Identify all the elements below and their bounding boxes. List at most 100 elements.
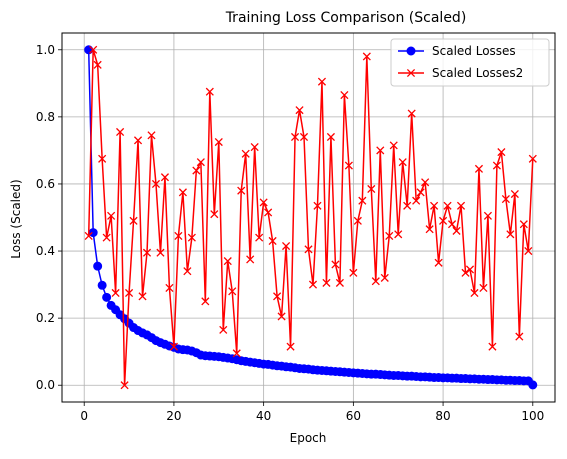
- data-point: [98, 154, 107, 163]
- x-axis-label: Epoch: [290, 431, 327, 445]
- data-point: [219, 325, 228, 334]
- data-point: [443, 201, 452, 210]
- data-point: [84, 45, 94, 55]
- data-point: [201, 297, 210, 306]
- data-point: [421, 178, 430, 187]
- data-point: [403, 201, 412, 210]
- data-point: [210, 210, 219, 219]
- legend-box: [390, 38, 550, 87]
- data-point: [362, 52, 371, 61]
- legend-label: Scaled Losses2: [432, 66, 523, 80]
- data-point: [102, 292, 112, 302]
- data-point: [116, 127, 125, 137]
- data-point: [385, 231, 394, 241]
- data-point: [349, 268, 358, 277]
- data-point: [407, 109, 416, 118]
- data-point: [241, 149, 250, 158]
- y-tick-label: 0.0: [36, 378, 55, 392]
- series-2: [84, 45, 537, 390]
- data-point: [84, 231, 93, 241]
- data-point: [479, 283, 488, 293]
- data-point: [290, 132, 300, 142]
- data-point: [192, 166, 201, 175]
- x-tick-label: 80: [435, 409, 450, 423]
- data-point: [205, 87, 214, 96]
- data-point: [371, 277, 380, 286]
- data-point: [183, 267, 192, 276]
- data-point: [129, 216, 138, 225]
- data-point: [506, 230, 515, 239]
- data-point: [519, 220, 528, 229]
- data-point: [425, 225, 434, 234]
- data-point: [228, 287, 237, 296]
- data-point: [125, 288, 134, 298]
- data-point: [389, 141, 398, 150]
- data-point: [147, 131, 156, 140]
- data-point: [492, 161, 501, 170]
- data-point: [434, 258, 443, 267]
- data-point: [380, 273, 389, 282]
- data-point: [528, 154, 537, 163]
- x-tick-label: 40: [256, 409, 271, 423]
- data-point: [331, 260, 340, 269]
- data-point: [483, 211, 492, 220]
- y-tick-label: 1.0: [36, 43, 55, 57]
- y-tick-label: 0.2: [36, 311, 55, 325]
- data-point: [308, 280, 318, 289]
- chart-title: Training Loss Comparison (Scaled): [225, 10, 467, 26]
- data-point: [142, 248, 152, 257]
- data-point: [304, 245, 313, 254]
- x-tick-label: 60: [346, 409, 361, 423]
- data-point: [120, 381, 129, 390]
- legend-marker: [406, 46, 416, 56]
- y-tick-label: 0.4: [36, 244, 55, 258]
- data-point: [277, 312, 286, 321]
- y-axis-label: Loss (Scaled): [9, 179, 23, 258]
- data-point: [335, 278, 344, 287]
- data-point: [322, 278, 331, 287]
- legend: Scaled Losses Scaled Losses2: [390, 38, 550, 87]
- data-point: [398, 158, 407, 167]
- data-point: [394, 230, 403, 239]
- data-point: [246, 255, 255, 264]
- data-point: [367, 184, 376, 194]
- tick-layer: 0 20 40 60 80 100 0.0 0.2 0.4 0.6 0.8 1.0: [36, 43, 544, 423]
- data-point: [97, 280, 107, 290]
- data-point: [470, 288, 479, 298]
- series-layer: [84, 45, 538, 390]
- data-point: [259, 198, 268, 207]
- data-point: [250, 142, 259, 152]
- data-point: [416, 188, 425, 197]
- data-point: [353, 216, 362, 225]
- data-point: [326, 132, 335, 142]
- data-point: [497, 148, 506, 157]
- legend-label: Scaled Losses: [432, 44, 516, 58]
- legend-marker: [406, 68, 416, 78]
- data-point: [515, 332, 524, 341]
- data-point: [317, 77, 327, 86]
- data-point: [452, 226, 461, 235]
- data-point: [169, 342, 178, 351]
- data-point: [165, 283, 174, 293]
- data-point: [456, 201, 466, 210]
- data-point: [111, 288, 120, 298]
- y-tick-label: 0.6: [36, 177, 55, 191]
- data-point: [174, 231, 183, 241]
- data-point: [88, 228, 98, 238]
- data-point: [358, 196, 367, 205]
- data-point: [295, 106, 304, 115]
- data-point: [93, 261, 103, 271]
- data-point: [344, 161, 353, 170]
- data-point: [187, 233, 196, 242]
- y-tick-label: 0.8: [36, 110, 55, 124]
- x-tick-label: 100: [521, 409, 544, 423]
- data-point: [160, 173, 170, 182]
- data-point: [376, 146, 385, 155]
- series-1: [84, 45, 538, 390]
- data-point: [214, 137, 223, 147]
- data-point: [196, 158, 205, 167]
- series-line: [87, 49, 534, 386]
- data-point: [340, 90, 349, 100]
